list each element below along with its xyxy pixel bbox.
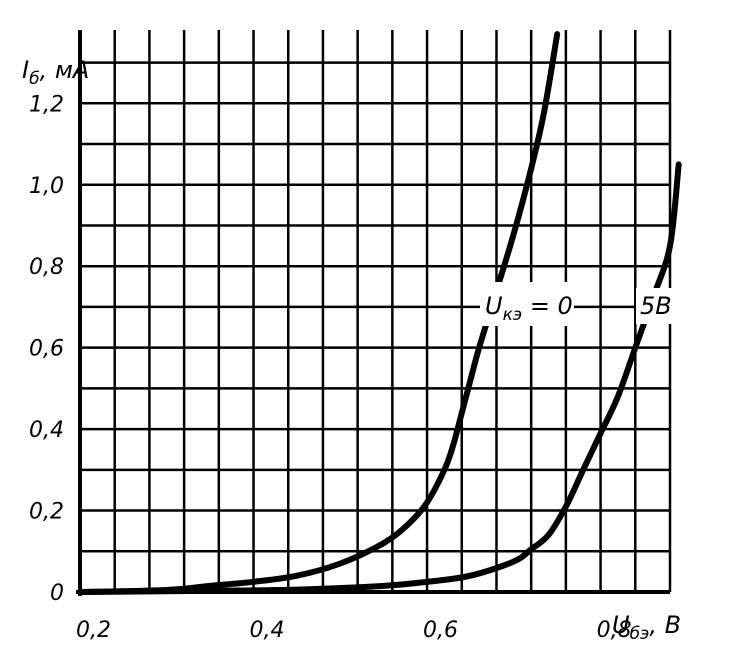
- curves: [77, 31, 682, 595]
- x-axis-label: Uбэ, В: [612, 611, 681, 644]
- series-label-1-main: U: [485, 292, 503, 320]
- y-tick-label-1: 0,2: [29, 500, 64, 525]
- x-tick-label-1: 0,4: [250, 618, 285, 643]
- y-axis-label-unit: , мА: [40, 56, 90, 84]
- series-label-1: Uкэ = 0: [485, 292, 573, 325]
- series-label-2-bg: [636, 288, 684, 324]
- y-tick-labels: 0 0,2 0,4 0,6 0,8 1,0 1,2: [29, 92, 64, 606]
- y-tick-label-3: 0,6: [29, 337, 64, 362]
- y-tick-label-4: 0,8: [29, 255, 64, 280]
- x-axis-label-main: U: [612, 611, 630, 639]
- series-label-2: 5В: [640, 292, 672, 320]
- x-tick-label-0: 0,2: [76, 618, 111, 643]
- y-tick-label-6: 1,2: [29, 92, 64, 117]
- x-axis-label-sub: бэ: [630, 624, 650, 644]
- series-label-1-sub: кэ: [503, 305, 523, 325]
- y-axis-label-sub: б: [29, 69, 39, 89]
- y-axis-label: Iб, мА: [22, 56, 89, 89]
- y-tick-label-2: 0,4: [29, 418, 64, 443]
- series-label-1-bg: [480, 282, 574, 326]
- series-label-2-main: 5В: [640, 292, 672, 320]
- x-axis-label-unit: , В: [649, 611, 681, 639]
- series-line-2: [77, 161, 682, 595]
- x-tick-label-2: 0,6: [423, 618, 458, 643]
- x-tick-label-3: 0,8: [597, 618, 632, 643]
- series-label-1-rest: = 0: [522, 292, 573, 320]
- y-tick-label-5: 1,0: [29, 174, 64, 199]
- grid: [76, 30, 672, 596]
- x-tick-labels: 0,2 0,4 0,6 0,8: [76, 618, 632, 643]
- y-axis-label-main: I: [22, 56, 29, 84]
- series-line-1: [77, 31, 561, 595]
- y-tick-label-0: 0: [50, 581, 64, 606]
